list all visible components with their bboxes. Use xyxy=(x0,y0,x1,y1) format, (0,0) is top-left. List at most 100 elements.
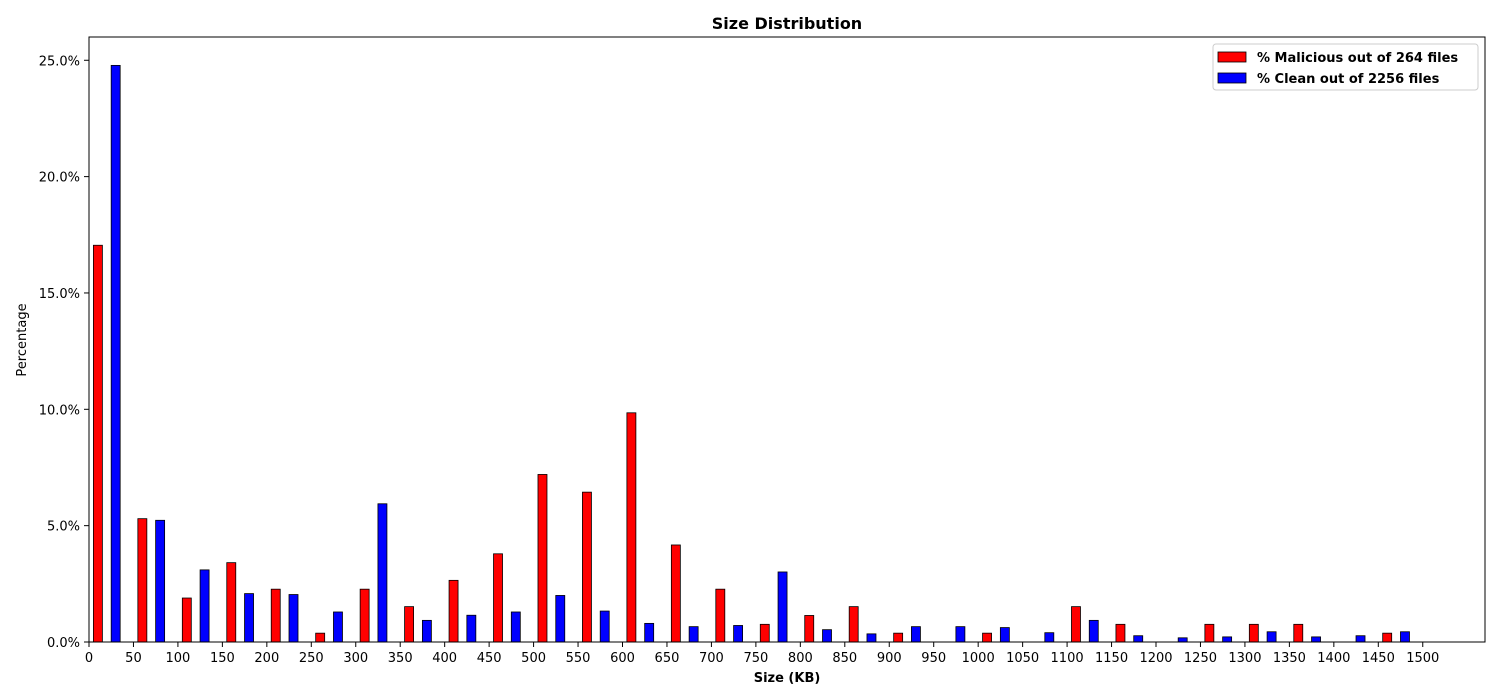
x-tick-label: 550 xyxy=(566,651,591,666)
bar xyxy=(644,622,655,643)
x-tick-label: 950 xyxy=(921,651,946,666)
x-tick-label: 0 xyxy=(85,651,93,666)
x-tick-label: 1200 xyxy=(1139,651,1172,666)
y-axis-ticks: 0.0% 5.0% 10.0% 15.0% 20.0% 25.0% xyxy=(39,54,89,651)
bar xyxy=(199,569,210,643)
bar xyxy=(1204,623,1215,643)
bar xyxy=(893,632,904,643)
x-tick-label: 1100 xyxy=(1051,651,1084,666)
x-tick-label: 650 xyxy=(655,651,680,666)
y-axis-label: Percentage xyxy=(15,303,30,376)
y-tick-label: 25.0% xyxy=(39,54,80,69)
bar xyxy=(1071,606,1081,643)
x-tick-label: 900 xyxy=(877,651,902,666)
bar xyxy=(359,588,370,643)
bar xyxy=(759,623,770,643)
bar xyxy=(92,244,103,643)
x-tick-label: 1300 xyxy=(1228,651,1261,666)
bar xyxy=(848,606,859,643)
chart-title: Size Distribution xyxy=(712,14,862,33)
bar xyxy=(1248,623,1259,643)
x-tick-label: 850 xyxy=(832,651,857,666)
bar xyxy=(377,503,388,643)
bar xyxy=(226,562,237,643)
series-clean xyxy=(110,64,1410,643)
bar xyxy=(448,579,459,643)
x-tick-label: 700 xyxy=(699,651,724,666)
bar xyxy=(1044,632,1055,643)
x-tick-label: 1450 xyxy=(1362,651,1395,666)
x-tick-label: 1000 xyxy=(962,651,995,666)
x-tick-label: 50 xyxy=(125,651,142,666)
x-tick-label: 750 xyxy=(743,651,768,666)
y-tick-label: 10.0% xyxy=(39,403,80,418)
bar xyxy=(715,588,726,643)
x-tick-label: 500 xyxy=(521,651,546,666)
x-tick-label: 400 xyxy=(432,651,457,666)
bar xyxy=(493,553,503,643)
bar xyxy=(1088,619,1099,643)
bar xyxy=(777,571,788,643)
x-tick-label: 1400 xyxy=(1317,651,1350,666)
legend-label: % Clean out of 2256 files xyxy=(1257,72,1440,87)
bar xyxy=(1355,635,1366,643)
legend-swatch xyxy=(1217,72,1247,84)
bar xyxy=(137,518,148,643)
bar xyxy=(270,588,281,643)
x-tick-label: 100 xyxy=(166,651,191,666)
bar xyxy=(315,632,326,643)
bar xyxy=(181,597,192,643)
legend: % Malicious out of 264 files % Clean out … xyxy=(1212,43,1479,91)
x-axis-label: Size (KB) xyxy=(754,671,821,686)
bar xyxy=(599,610,610,643)
bars xyxy=(92,64,1410,643)
bar xyxy=(510,611,521,643)
y-tick-label: 5.0% xyxy=(47,520,80,535)
legend-box xyxy=(1212,43,1479,91)
bar xyxy=(555,595,566,643)
bar xyxy=(1115,623,1126,643)
x-tick-label: 1050 xyxy=(1006,651,1039,666)
bar xyxy=(822,629,832,643)
x-tick-label: 300 xyxy=(343,651,368,666)
bar xyxy=(733,625,743,643)
x-tick-label: 1500 xyxy=(1406,651,1439,666)
bar xyxy=(404,606,415,643)
x-tick-label: 1150 xyxy=(1095,651,1128,666)
bar xyxy=(1311,636,1321,643)
legend-swatch xyxy=(1217,51,1247,63)
bar xyxy=(1266,631,1277,643)
y-tick-label: 20.0% xyxy=(39,171,80,186)
x-tick-label: 800 xyxy=(788,651,813,666)
series-malicious xyxy=(92,244,1393,643)
bar xyxy=(110,64,121,643)
bar xyxy=(155,519,166,643)
bar xyxy=(1222,636,1233,643)
x-tick-label: 150 xyxy=(210,651,235,666)
bar xyxy=(466,614,477,643)
x-tick-label: 450 xyxy=(477,651,502,666)
x-tick-label: 200 xyxy=(254,651,279,666)
legend-label: % Malicious out of 264 files xyxy=(1257,51,1458,66)
bar xyxy=(1382,632,1393,643)
x-axis-ticks: 0 50 100 150 200 250 300 350 400 450 500 550 600 650 7… xyxy=(85,642,1439,666)
bar xyxy=(626,412,637,643)
bar xyxy=(804,615,815,643)
x-tick-label: 350 xyxy=(388,651,413,666)
bar xyxy=(1133,635,1144,643)
plot-frame xyxy=(88,36,1486,643)
bar xyxy=(288,594,299,643)
bar xyxy=(911,626,921,643)
bar xyxy=(688,626,699,643)
x-tick-label: 1250 xyxy=(1184,651,1217,666)
x-tick-label: 250 xyxy=(299,651,324,666)
x-tick-label: 1350 xyxy=(1273,651,1306,666)
bar xyxy=(955,626,966,643)
bar xyxy=(582,491,592,643)
bar xyxy=(421,619,432,643)
bar xyxy=(333,611,343,643)
x-tick-label: 600 xyxy=(610,651,635,666)
bar xyxy=(1400,631,1410,643)
bar xyxy=(999,627,1010,643)
